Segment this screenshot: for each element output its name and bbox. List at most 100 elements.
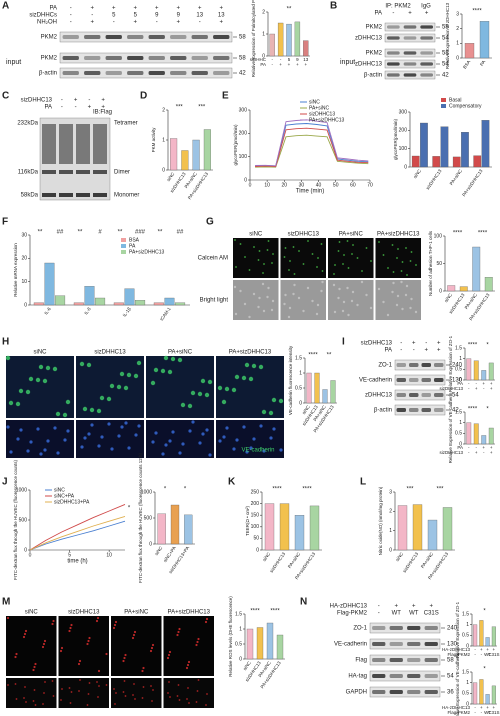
y-tick-label: 2 [389, 509, 392, 515]
speck [45, 365, 51, 371]
speck [320, 289, 323, 293]
band [396, 408, 406, 412]
speck [151, 643, 155, 647]
speck [87, 432, 91, 436]
speck [25, 389, 31, 395]
band [424, 642, 438, 646]
speck [191, 420, 195, 424]
speck [400, 270, 403, 272]
panel-letter: N [300, 597, 307, 608]
speck [395, 303, 399, 307]
significance: *** [176, 105, 184, 111]
band [396, 378, 406, 382]
bar [279, 503, 290, 551]
speck [105, 652, 108, 656]
speck [289, 260, 291, 262]
legend-swatch [121, 250, 126, 254]
y-tick-label: 0 [439, 288, 442, 294]
x-tick-label: PA+sizDHHC13 [461, 168, 484, 197]
y-tick-label: 1.5 [235, 611, 242, 617]
speck [63, 438, 67, 442]
bar [485, 637, 490, 647]
x-row-value: + [490, 445, 493, 450]
band [434, 363, 444, 367]
speck [168, 439, 172, 443]
lane-sign: + [437, 341, 441, 347]
speck [204, 620, 208, 624]
marker-label: 232kDa [17, 121, 38, 127]
bar [164, 297, 175, 306]
x-tick-label: sizDHHC13 [402, 551, 420, 574]
legend-label: siNC [309, 99, 320, 105]
x-tick-label: siNC [412, 168, 422, 179]
y-tick-label: 3 [456, 11, 459, 17]
speck [123, 656, 126, 660]
x-row-value: - [483, 386, 485, 391]
speck [32, 668, 35, 672]
y-tick-label: 1.5 [455, 345, 462, 351]
significance: **** [270, 609, 280, 615]
speck [177, 357, 183, 363]
y-axis-label: Relative Expression of VE-cadherin [455, 652, 460, 716]
speck [410, 297, 413, 301]
speck [234, 374, 240, 380]
speck [181, 442, 185, 446]
lane-sign: + [412, 341, 416, 347]
blot-strip [59, 52, 233, 64]
y-tick-label: 1 [466, 680, 469, 686]
speck [337, 296, 340, 300]
speck [126, 372, 132, 378]
blot-strip [369, 654, 441, 666]
speck [109, 383, 115, 389]
speck [150, 685, 152, 687]
blot-strip [394, 359, 446, 371]
speck [167, 653, 171, 657]
speck [70, 691, 73, 693]
bar [73, 302, 84, 306]
y-tick-label: 1 [162, 137, 165, 143]
speck [171, 430, 175, 434]
x-row-value: - [481, 710, 483, 715]
band [421, 408, 431, 412]
speck [39, 452, 43, 456]
lane-sign: - [400, 341, 402, 347]
column-header: PA+siNC [339, 232, 364, 238]
speck [311, 253, 314, 255]
speck [9, 450, 13, 454]
bar [84, 286, 95, 306]
significance: * [483, 667, 486, 673]
bar [479, 620, 484, 647]
x-row-value: - [468, 386, 470, 391]
line-series [29, 520, 126, 551]
panel-letter: F [2, 217, 8, 228]
speck [82, 406, 88, 412]
speck [338, 287, 341, 291]
speck [195, 643, 198, 647]
speck [150, 380, 156, 386]
significance: *** [436, 487, 444, 493]
lane-sign: - [75, 105, 77, 111]
x-tick-label: IL-1β [122, 306, 132, 318]
lane-sign: + [155, 6, 159, 12]
speck [321, 280, 324, 284]
speck [187, 687, 189, 689]
x-tick-label: ICAM-1 [159, 306, 172, 322]
speck [117, 434, 121, 438]
speck [284, 247, 287, 249]
band [148, 35, 165, 39]
y-tick-label: 1 [466, 622, 469, 628]
band-label: β-actin [374, 408, 392, 414]
speck [168, 650, 172, 654]
speck [122, 691, 125, 693]
form-label: Monomer [114, 193, 139, 199]
speck [112, 626, 116, 630]
speck [7, 684, 9, 686]
speck [365, 293, 368, 297]
speck [207, 379, 213, 385]
speck [160, 368, 166, 374]
x-row-value: - [271, 57, 273, 62]
speck [205, 428, 209, 432]
y-tick-label: 0.5 [455, 431, 462, 437]
micrograph [328, 238, 374, 278]
y-axis-label: FITC-dextran flux through the HUVEC (flu… [13, 459, 18, 580]
